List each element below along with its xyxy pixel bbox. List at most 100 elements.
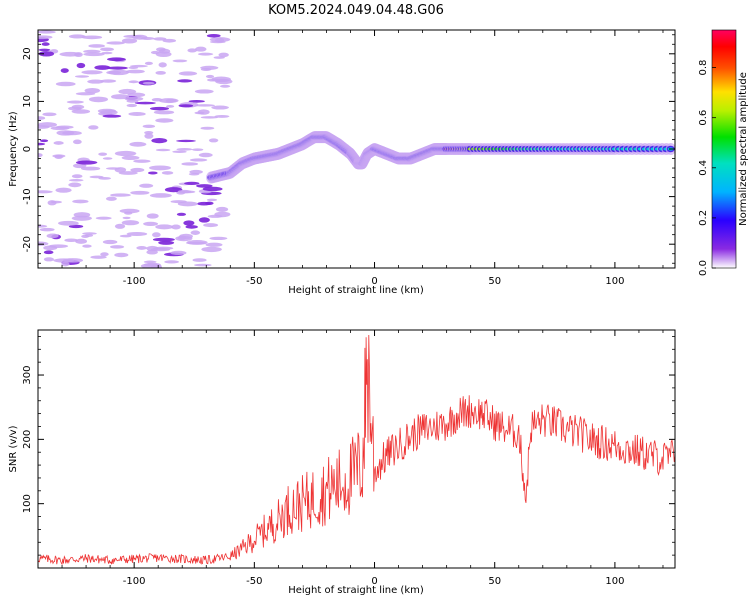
- spectrogram-x-tick-label: 0: [371, 276, 377, 287]
- spectrogram-noise-blob: [114, 223, 126, 229]
- spectrogram-noise-blob: [144, 133, 154, 139]
- spectrogram-noise-blob: [121, 38, 138, 44]
- spectrogram-noise-blob: [90, 255, 107, 259]
- spectrogram-noise-blob: [94, 65, 111, 70]
- colorbar-frame: [711, 29, 737, 269]
- spectrogram-noise-blob: [46, 233, 59, 239]
- spectrogram-noise-blob: [206, 198, 218, 202]
- spectrogram-noise-blob: [88, 44, 105, 48]
- spectrogram-noise-blob: [205, 201, 214, 205]
- spectrogram-noise-blob: [38, 116, 46, 120]
- spectrogram-noise-blob: [81, 70, 103, 75]
- spectrogram-noise-blob: [190, 230, 201, 235]
- spectrogram-noise-blob: [130, 167, 145, 173]
- spectrogram-noise-blob: [114, 167, 127, 173]
- spectrogram-noise-blob: [100, 47, 114, 52]
- spectrogram-noise-blob: [149, 193, 172, 198]
- spectrogram-noise-blob: [55, 125, 74, 129]
- snr-y-ticks: 100 200 300: [22, 336, 675, 569]
- spectrogram-noise-blob: [72, 139, 82, 145]
- spectrogram-noise-blob: [185, 225, 198, 229]
- spectrogram-noise-blob: [177, 79, 193, 83]
- spectrogram-noise-blob: [197, 52, 214, 56]
- spectrogram-noise-blob: [98, 152, 108, 156]
- spectrogram-noise-blob: [187, 48, 198, 53]
- spectrogram-noise-blob: [161, 171, 174, 175]
- spectrogram-noise-blob: [198, 217, 210, 223]
- spectrogram-noise-blob: [64, 238, 79, 242]
- colorbar-gradient: [712, 30, 736, 268]
- spectrogram-y-axis-label: Frequency (Hz): [8, 111, 19, 187]
- spectrogram-noise-blob: [43, 250, 54, 255]
- spectrogram-x-tick-label: -100: [123, 276, 146, 287]
- spectrogram-noise-blob: [71, 109, 91, 114]
- spectrogram-noise-blob: [102, 239, 118, 245]
- spectrogram-noise-blob: [84, 88, 101, 94]
- spectrogram-noise-blob: [42, 112, 57, 117]
- spectrogram-noise-blob: [39, 227, 55, 232]
- snr-y-axis-label: SNR (v/v): [8, 425, 19, 472]
- spectrogram-x-ticks: -100 -50 0 50 100: [37, 30, 664, 287]
- spectrogram-noise-blob: [121, 155, 140, 161]
- spectrogram-noise-blob: [128, 80, 139, 84]
- spectrogram-noise-blob: [106, 41, 125, 45]
- spectrogram-noise-blob: [110, 193, 131, 197]
- snr-x-tick-label: -50: [246, 576, 262, 587]
- spectrogram-noise-blob: [155, 118, 174, 123]
- spectrogram-noise-blob: [172, 59, 188, 63]
- spectrogram-noise-blob: [164, 260, 179, 264]
- spectrogram-noise-blob: [84, 234, 94, 237]
- spectrogram-noise-blob: [105, 196, 117, 201]
- spectrogram-noise-blob: [178, 104, 194, 108]
- spectrogram-noise-blob: [207, 214, 223, 218]
- spectrogram-noise-blob: [68, 182, 82, 188]
- spectrogram-noise-blob: [198, 152, 213, 158]
- spectrogram-noise-blob: [218, 52, 229, 58]
- spectrogram-noise-blob: [72, 199, 89, 204]
- spectrogram-noise-blob: [164, 187, 183, 193]
- snr-x-tick-label: -100: [123, 576, 146, 587]
- spectrogram-noise-blob: [110, 245, 125, 249]
- spectrogram-noise-blob: [54, 154, 63, 159]
- spectrogram-noise-blob: [194, 89, 214, 94]
- spectrogram-noise-blob: [88, 125, 99, 130]
- spectrogram-noise-blob: [177, 235, 187, 240]
- snr-x-tick-label: 100: [605, 576, 624, 587]
- spectrogram-noise-blob: [207, 78, 220, 82]
- spectrogram-noise-blob: [38, 48, 51, 52]
- spectrogram-noise-blob: [80, 166, 101, 171]
- spectrogram-noise-blob: [61, 261, 70, 267]
- spectrogram-noise-blob: [158, 240, 175, 245]
- spectrogram-noise-blob: [201, 246, 222, 253]
- spectrogram-noise-blob: [200, 126, 215, 130]
- spectrogram-noise-blob: [53, 141, 64, 145]
- spectrogram-noise-blob: [176, 147, 193, 151]
- spectrogram-noise-blob: [213, 56, 225, 59]
- colorbar-tick-label: 0.6: [698, 110, 709, 126]
- spectrogram-noise-blob: [88, 96, 109, 103]
- spectrogram-noise-blob: [118, 171, 138, 175]
- spectrogram-noise-blob: [143, 260, 157, 264]
- spectrogram-noise-blob: [43, 257, 55, 262]
- spectrogram-noise-blob: [108, 69, 130, 76]
- spectrogram-noise-blob: [60, 68, 69, 74]
- spectrogram-noise-blob: [38, 153, 43, 158]
- snr-x-tick-label: 0: [371, 576, 377, 587]
- spectrogram-noise-blob: [194, 263, 212, 267]
- spectrogram-noise-blob: [152, 232, 161, 238]
- spectrogram-noise-blob: [56, 130, 75, 136]
- spectrogram-x-tick-label: 100: [605, 276, 624, 287]
- spectrogram-noise-blob: [172, 150, 187, 153]
- spectrogram-noise-blob: [151, 137, 168, 144]
- spectrogram-noise-blob: [114, 150, 137, 157]
- spectrogram-noise-blob: [119, 234, 132, 238]
- spectrogram-noise-blob: [183, 220, 195, 226]
- spectrogram-noise-blob: [205, 242, 223, 247]
- spectrogram-noise-blob: [170, 200, 187, 204]
- spectrogram-y-tick-label: -20: [22, 236, 33, 252]
- spectrogram-noise-blob: [38, 35, 53, 40]
- spectrogram-noise-blob: [83, 52, 105, 57]
- spectrogram-noise-blob: [143, 221, 159, 226]
- spectrogram-noise-blob: [191, 148, 204, 151]
